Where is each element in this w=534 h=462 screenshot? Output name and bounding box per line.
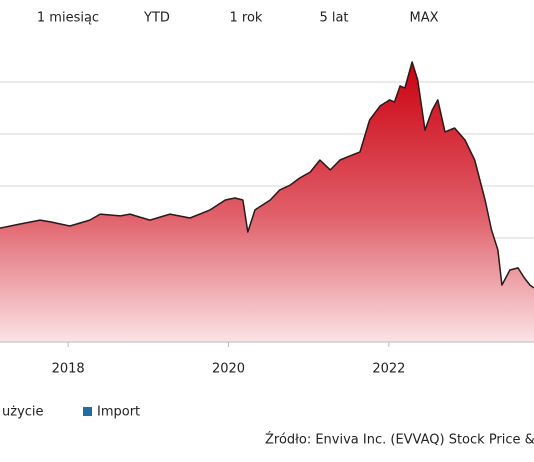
range-button[interactable]: YTD <box>143 11 170 26</box>
area-line <box>0 61 534 289</box>
x-tick-label: 2020 <box>212 362 245 377</box>
range-button[interactable]: 5 lat <box>319 11 348 26</box>
range-button[interactable]: 1 rok <box>230 11 263 26</box>
area-fill <box>0 62 534 342</box>
source: Źródło: Enviva Inc. (EVVAQ) Stock Price … <box>265 432 534 448</box>
range-button[interactable]: MAX <box>409 11 438 26</box>
x-tick-label: 2018 <box>52 362 85 377</box>
legend-label[interactable]: użycie <box>2 405 44 420</box>
x-tick-label: 2022 <box>372 362 405 377</box>
legend-swatch <box>83 407 92 416</box>
legend-label[interactable]: Import <box>97 405 140 420</box>
range-button[interactable]: 1 miesiąc <box>37 11 99 26</box>
